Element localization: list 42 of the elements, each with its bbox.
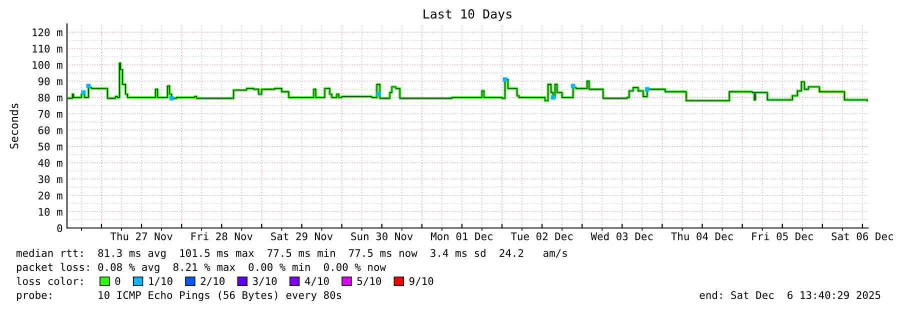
y-tick-label: 70 m [38, 110, 62, 118]
legend-label: 4/10 [304, 277, 329, 286]
y-tick-label: 120 m [32, 28, 62, 36]
legend-label: 9/10 [409, 277, 434, 286]
y-axis-title: Seconds [10, 104, 18, 149]
legend-label: 3/10 [252, 277, 277, 286]
text: probe: 10 ICMP Echo Pings (56 Bytes) every 80s [16, 290, 342, 302]
y-tick-label: 10 m [39, 208, 62, 216]
text: packet loss: 0.08 % avg 8.21 % max 0.00 % min 0.00 % now [16, 262, 386, 274]
x-tick-label: Tue 02 Dec [510, 232, 573, 240]
y-tick-label: 40 m [38, 158, 62, 167]
y-tick-label: 30 m [38, 175, 62, 184]
x-tick-label: Thu 27 Nov [110, 232, 172, 240]
x-tick-label: Thu 04 Dec [671, 232, 733, 240]
x-tick-label: Sun 30 Nov [351, 232, 413, 240]
legend-label: 0 [115, 277, 120, 286]
text: median rtt: 81.3 ms avg 101.5 ms max 77.5 ms min 77.5 ms now 3.4 ms sd 24.2 am/s [16, 248, 567, 260]
text: end: Sat Dec 6 13:40:29 2025 [700, 290, 880, 300]
x-tick-label: Fri 28 Nov [191, 232, 252, 240]
y-tick-label: 80 m [38, 94, 62, 102]
y-tick-label: 60 m [38, 126, 62, 134]
x-tick-label: Sat 06 Dec [832, 232, 893, 240]
y-tick-label: 50 m [38, 142, 62, 151]
x-tick-label: Sat 29 Nov [271, 232, 333, 240]
y-tick-label: 110 m [32, 44, 62, 53]
y-tick-label: 100 m [32, 61, 62, 69]
legend-label: 1/10 [149, 277, 172, 286]
point [169, 96, 174, 100]
point [550, 95, 556, 100]
point [570, 84, 576, 88]
y-tick-label: 90 m [38, 77, 62, 86]
x-tick-label: Fri 05 Dec [752, 232, 813, 240]
x-tick-label: Wed 03 Dec [590, 232, 653, 240]
point [376, 92, 382, 96]
x-tick-label: Mon 01 Dec [431, 232, 492, 240]
point [644, 87, 650, 92]
legend-title: loss color: [16, 276, 82, 286]
chart-title: Last 10 Days [424, 9, 512, 22]
legend-label: 5/10 [357, 277, 382, 286]
legend-label: 2/10 [200, 277, 225, 286]
y-tick-label: 20 m [38, 192, 62, 200]
y-tick-label: 0 [57, 224, 62, 232]
